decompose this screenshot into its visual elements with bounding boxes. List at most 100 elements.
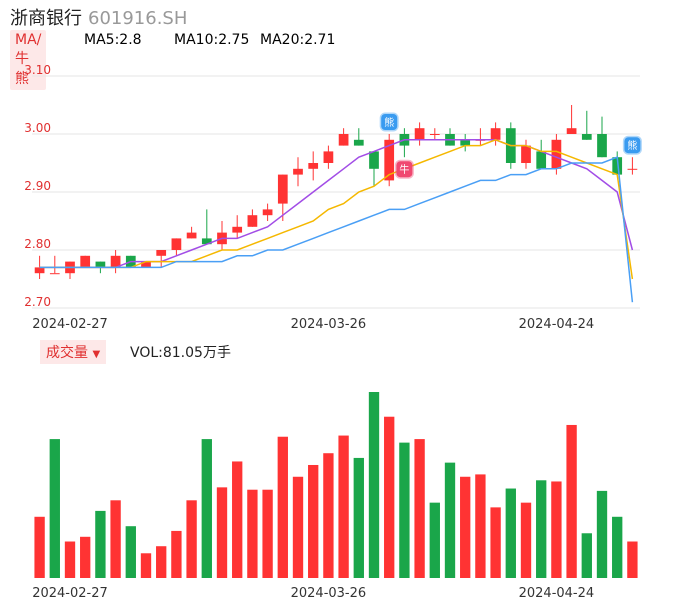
volume-bar [581,533,592,578]
candle-body [141,261,151,268]
volume-bar [444,462,456,578]
volume-bar [34,516,45,578]
volume-bar [338,435,349,578]
candle-body [247,215,258,227]
candle-body [627,168,638,170]
candle-body [429,134,440,135]
volume-bar [216,487,228,578]
stock-title: 浙商银行 601916.SH [10,4,187,30]
candle-body [369,151,379,169]
candle-body [262,209,273,216]
x-tick-label: 2024-03-26 [291,586,367,601]
candle-body [384,139,395,181]
volume-bar [110,500,121,578]
volume-bar [596,490,608,578]
candle-body [49,273,60,275]
signal-marker-badge [622,135,642,155]
stock-code: 601916.SH [88,8,188,29]
ma20-line [39,156,634,303]
signal-marker-label: 熊 [627,139,637,152]
candle-body [612,157,623,175]
volume-bar [232,461,243,578]
y-tick-label: 2.70 [24,295,51,309]
y-tick-label: 2.80 [24,237,51,251]
volume-selector-label: 成交量 [46,345,88,361]
x-tick-label: 2024-03-26 [291,317,367,330]
volume-bar [49,439,60,578]
y-tick-label: 3.00 [24,121,51,135]
candle-body [34,267,45,274]
y-tick-label: 2.90 [24,179,51,193]
volume-bar [292,476,304,578]
volume-bar [201,439,212,578]
volume-bar [277,436,288,578]
volume-bar [186,500,197,578]
volume-bar [353,457,364,578]
volume-value: VOL:81.05万手 [130,345,231,361]
candle-body [353,139,364,146]
volume-bar [95,510,106,578]
volume-bar [262,489,273,578]
x-tick-label: 2024-02-27 [32,586,108,601]
indicator-selector[interactable]: MA/牛熊 [10,30,47,90]
volume-chart: 2024-02-27 2024-03-26 2024-04-24 [32,392,638,601]
candle-body [80,255,91,268]
volume-bar [612,516,623,578]
candle-body [293,168,303,175]
volume-bar [140,553,152,578]
signal-marker-label: 熊 [384,116,394,129]
stock-name: 浙商银行 [10,8,82,29]
volume-bar [80,536,91,578]
candle-body [308,163,319,169]
signal-marker: 牛 [394,159,414,179]
volume-bar [429,502,440,578]
candle-body [414,128,425,140]
price-chart: 3.10 3.00 2.90 2.80 2.70 熊牛 熊 2024-02-27 2024-03… [24,63,642,330]
ma5-label: MA5:2.8 [84,32,142,48]
signal-marker-badge [394,159,414,179]
volume-bar [566,424,577,578]
signal-marker: 熊 [622,135,642,155]
volume-bar [308,464,319,578]
signal-marker-label: 牛 [399,163,409,176]
volume-bar [490,507,501,578]
candle-body [186,232,197,239]
volume-bar [460,476,471,578]
volume-bar [414,439,425,578]
volume-bar [399,442,410,578]
volume-bar [125,526,136,578]
ma10-label: MA10:2.75 [174,32,250,48]
candle-body [551,139,562,169]
candle-body [232,226,243,233]
volume-bar [171,530,182,578]
volume-bar [536,480,547,578]
volume-selector[interactable]: 成交量 ▼ [40,340,107,364]
candle-body [566,128,577,134]
volume-bar [247,489,258,578]
candle-body [521,145,531,163]
candle-body [581,134,592,140]
volume-bar [627,541,638,578]
candle-body [156,250,167,256]
x-tick-label: 2024-04-24 [519,586,595,601]
candle-body [95,261,106,268]
candle-body [323,151,334,163]
ma10-line [39,138,634,280]
volume-bar [505,488,516,578]
signal-marker: 熊 [379,112,399,132]
ma20-label: MA20:2.71 [260,32,336,48]
volume-bar [520,502,532,578]
candle-body [460,139,471,146]
volume-bar [384,416,395,578]
volume-bar [475,474,486,578]
y-tick-label: 3.10 [24,63,51,77]
candle-body [597,134,607,158]
volume-bar [551,481,562,578]
candle-body [536,151,547,169]
signal-marker-badge [379,112,399,132]
chevron-down-icon: ▼ [92,349,101,360]
candle-body [171,238,182,250]
x-tick-label: 2024-04-24 [519,317,595,330]
volume-bar [368,392,380,578]
x-tick-label: 2024-02-27 [32,317,108,330]
